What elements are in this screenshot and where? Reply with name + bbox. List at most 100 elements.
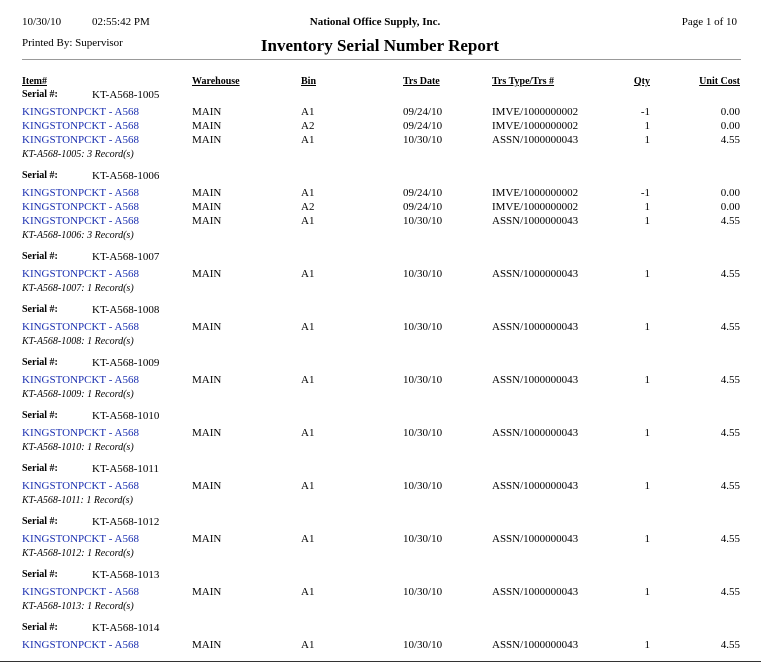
qty: 1 [644,585,651,598]
header-rule [22,59,741,60]
qty: 1 [644,426,651,439]
bin: A1 [301,426,315,439]
serial-label: Serial #: [22,357,58,368]
serial-number: KT-A568-1011 [92,463,160,475]
warehouse: MAIN [192,214,222,227]
bin: A1 [301,214,315,227]
serial-label: Serial #: [22,89,58,100]
qty: 1 [644,119,651,132]
report-title: Inventory Serial Number Report [260,36,500,55]
trs-type: IMVE/1000000002 [492,200,579,213]
trs-type: IMVE/1000000002 [492,119,579,132]
unit-cost: 0.00 [720,119,740,132]
trs-type: ASSN/1000000043 [492,585,579,598]
warehouse: MAIN [192,373,222,386]
item-link[interactable]: KINGSTONPCKT - A568 [22,200,139,213]
bin-header: Bin [301,76,317,87]
group-summary: KT-A568-1012: 1 Record(s) [22,548,134,559]
print-date: 10/30/10 [22,16,62,28]
bin: A1 [301,373,315,386]
bin: A1 [301,133,315,146]
trs-type: ASSN/1000000043 [492,133,579,146]
unit-cost: 4.55 [720,638,740,651]
serial-number: KT-A568-1009 [92,357,160,369]
trs-date: 10/30/10 [403,267,443,280]
qty: 1 [644,373,651,386]
trs-date: 10/30/10 [403,479,443,492]
printed-by: Printed By: Supervisor [22,37,123,49]
type-header: Trs Type/Trs # [492,76,555,87]
item-link[interactable]: KINGSTONPCKT - A568 [22,373,139,386]
unit-cost: 0.00 [720,200,740,213]
trs-date: 10/30/10 [403,320,443,333]
item-link[interactable]: KINGSTONPCKT - A568 [22,320,139,333]
date-header: Trs Date [403,76,440,87]
unit-cost: 4.55 [720,373,740,386]
bin: A1 [301,267,315,280]
unit-cost: 0.00 [720,105,740,118]
qty: 1 [644,267,651,280]
qty: -1 [640,105,650,118]
trs-type: ASSN/1000000043 [492,426,579,439]
trs-date: 10/30/10 [403,214,443,227]
serial-number: KT-A568-1014 [92,622,160,634]
trs-type: ASSN/1000000043 [492,214,579,227]
item-link[interactable]: KINGSTONPCKT - A568 [22,186,139,199]
warehouse: MAIN [192,186,222,199]
item-link[interactable]: KINGSTONPCKT - A568 [22,638,139,651]
warehouse: MAIN [192,320,222,333]
qty: 1 [644,320,651,333]
trs-type: ASSN/1000000043 [492,267,579,280]
item-link[interactable]: KINGSTONPCKT - A568 [22,479,139,492]
unit-cost: 4.55 [720,585,740,598]
warehouse: MAIN [192,133,222,146]
group-summary: KT-A568-1005: 3 Record(s) [22,149,134,160]
item-link[interactable]: KINGSTONPCKT - A568 [22,119,139,132]
trs-date: 10/30/10 [403,426,443,439]
qty: 1 [644,532,651,545]
group-summary: KT-A568-1008: 1 Record(s) [22,336,134,347]
unit-cost: 4.55 [720,214,740,227]
warehouse: MAIN [192,479,222,492]
item-link[interactable]: KINGSTONPCKT - A568 [22,267,139,280]
group-summary: KT-A568-1006: 3 Record(s) [22,230,134,241]
serial-number: KT-A568-1010 [92,410,160,422]
bin: A1 [301,532,315,545]
bin: A1 [301,186,315,199]
trs-type: IMVE/1000000002 [492,105,579,118]
item-link[interactable]: KINGSTONPCKT - A568 [22,105,139,118]
serial-label: Serial #: [22,463,58,474]
serial-label: Serial #: [22,304,58,315]
item-link[interactable]: KINGSTONPCKT - A568 [22,133,139,146]
item-link[interactable]: KINGSTONPCKT - A568 [22,426,139,439]
bin: A1 [301,638,315,651]
item-link[interactable]: KINGSTONPCKT - A568 [22,214,139,227]
unit-cost: 0.00 [720,186,740,199]
bin: A1 [301,585,315,598]
warehouse-header: Warehouse [192,76,240,87]
warehouse: MAIN [192,532,222,545]
trs-date: 10/30/10 [403,133,443,146]
serial-label: Serial #: [22,569,58,580]
unit-cost: 4.55 [720,426,740,439]
trs-date: 09/24/10 [403,200,443,213]
qty: 1 [644,214,651,227]
unit-cost: 4.55 [720,479,740,492]
qty: 1 [644,200,651,213]
warehouse: MAIN [192,638,222,651]
qty-header: Qty [633,76,650,87]
trs-date: 10/30/10 [403,585,443,598]
bin: A1 [301,479,315,492]
cost-header: Unit Cost [699,76,740,87]
serial-label: Serial #: [22,251,58,262]
serial-number: KT-A568-1012 [92,516,160,528]
serial-label: Serial #: [22,622,58,633]
trs-type: ASSN/1000000043 [492,532,579,545]
bin: A2 [301,119,315,132]
serial-label: Serial #: [22,516,58,527]
item-link[interactable]: KINGSTONPCKT - A568 [22,532,139,545]
serial-label: Serial #: [22,410,58,421]
item-link[interactable]: KINGSTONPCKT - A568 [22,585,139,598]
warehouse: MAIN [192,105,222,118]
